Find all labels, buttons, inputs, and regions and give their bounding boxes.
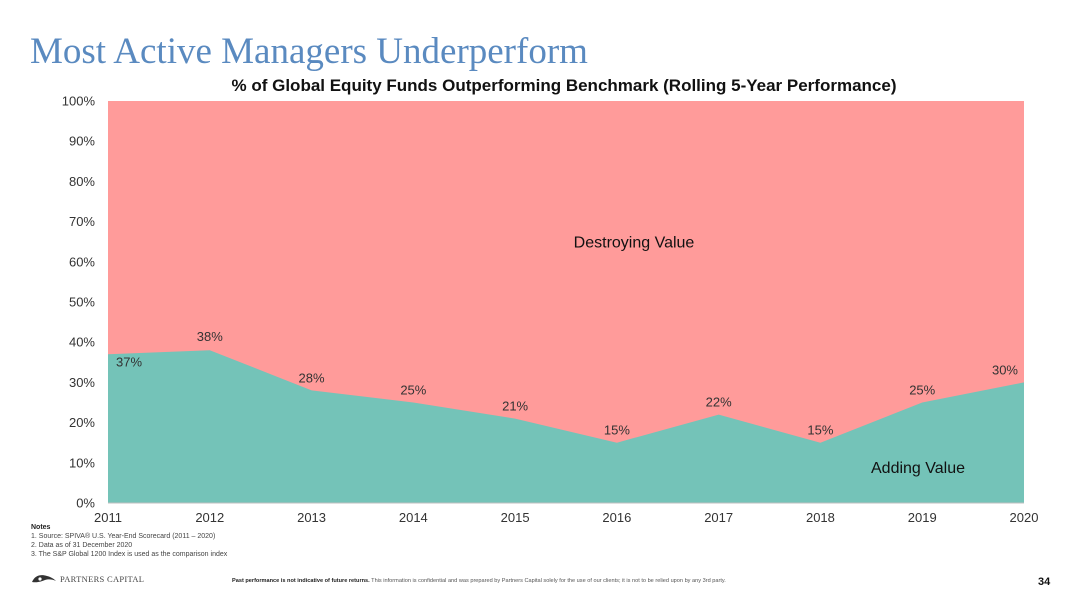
note-item: 3. The S&P Global 1200 Index is used as … (31, 551, 228, 558)
note-item: 2. Data as of 31 December 2020 (31, 542, 133, 549)
data-label: 30% (992, 362, 1018, 377)
y-tick-label: 70% (69, 214, 95, 229)
y-tick-label: 60% (69, 254, 95, 269)
y-axis: 0% 10% 20% 30% 40% 50% 60% 70% 80% 90% 100% (62, 94, 96, 511)
y-tick-label: 80% (69, 174, 95, 189)
data-label: 25% (400, 383, 426, 398)
y-tick-label: 50% (69, 295, 95, 310)
region-label-adding-value: Adding Value (871, 460, 965, 477)
x-tick-label: 2018 (806, 510, 835, 525)
data-label: 25% (909, 383, 935, 398)
data-label: 21% (502, 399, 528, 414)
data-label: 37% (116, 354, 142, 369)
notes-heading: Notes (31, 524, 51, 531)
y-tick-label: 90% (69, 134, 95, 149)
data-label: 22% (706, 395, 732, 410)
disclaimer: Past performance is not indicative of fu… (232, 578, 726, 584)
y-tick-label: 30% (69, 375, 95, 390)
disclaimer-bold: Past performance is not indicative of fu… (232, 578, 370, 584)
note-item: 1. Source: SPIVA® U.S. Year-End Scorecar… (31, 533, 216, 540)
x-tick-label: 2017 (704, 510, 733, 525)
data-labels: 37% 38% 28% 25% 21% 15% 22% 15% 25% 30% (116, 329, 1018, 437)
x-tick-label: 2013 (297, 510, 326, 525)
data-label: 15% (604, 423, 630, 438)
x-tick-label: 2019 (908, 510, 937, 525)
data-label: 38% (197, 329, 223, 344)
slide-title: Most Active Managers Underperform (30, 31, 588, 72)
x-tick-label: 2015 (501, 510, 530, 525)
region-label-destroying-value: Destroying Value (574, 235, 695, 252)
x-axis: 2011 2012 2013 2014 2015 2016 2017 2018 2019 2020 (94, 510, 1038, 525)
data-label: 28% (299, 370, 325, 385)
area-chart: % of Global Equity Funds Outperforming B… (62, 76, 1039, 525)
y-tick-label: 10% (69, 455, 95, 470)
footer-logo: PARTNERS CAPITAL (31, 573, 144, 585)
chart-title: % of Global Equity Funds Outperforming B… (232, 76, 897, 95)
y-tick-label: 100% (62, 94, 96, 109)
x-tick-label: 2014 (399, 510, 428, 525)
y-tick-label: 40% (69, 335, 95, 350)
data-label: 15% (807, 423, 833, 438)
x-tick-label: 2011 (94, 510, 122, 525)
x-tick-label: 2020 (1010, 510, 1039, 525)
x-tick-label: 2016 (602, 510, 631, 525)
partners-capital-logo-icon (32, 575, 56, 583)
disclaimer-text: This information is confidential and was… (369, 578, 726, 584)
notes: Notes 1. Source: SPIVA® U.S. Year-End Sc… (31, 523, 227, 559)
x-tick-label: 2012 (195, 510, 224, 525)
page-number: 34 (1038, 576, 1051, 588)
logo-text: PARTNERS CAPITAL (60, 574, 145, 584)
y-tick-label: 0% (76, 496, 95, 511)
area-adding-value (108, 350, 1024, 503)
y-tick-label: 20% (69, 415, 95, 430)
